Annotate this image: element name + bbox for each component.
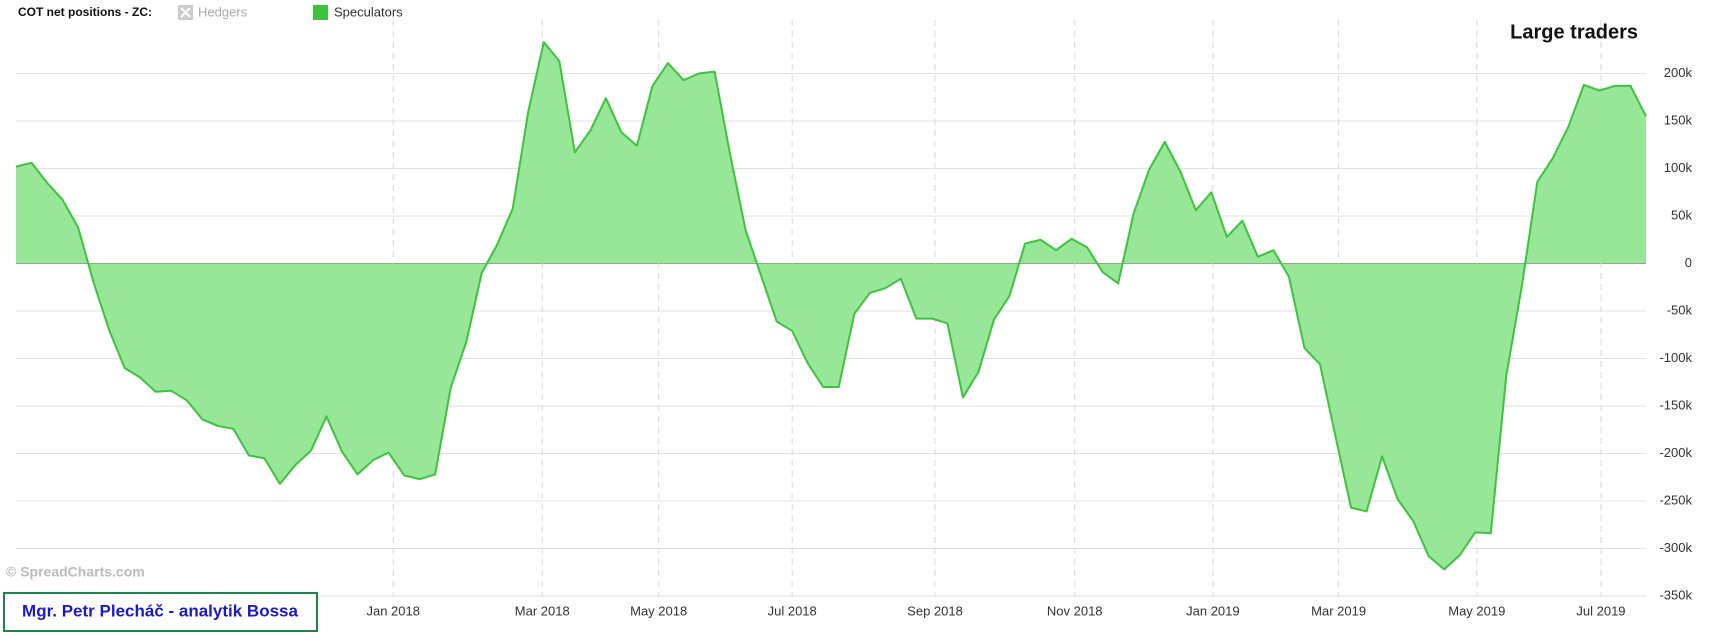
x-tick-label: Nov 2018 [1047,603,1103,618]
legend-label: Speculators [334,4,403,19]
y-tick-label: -200k [1659,445,1692,460]
data-layer [15,41,1647,571]
y-tick-label: -250k [1659,492,1692,507]
x-tick-label: Jul 2019 [1576,603,1625,618]
y-tick-label: 0 [1685,255,1692,270]
x-tick-label: Mar 2018 [515,603,570,618]
x-tick-label: Sep 2018 [907,603,963,618]
label-layer: -350k -300k -250k -200k -150k -100k -50k 0 50k 10… [366,65,1692,619]
y-tick-label: 100k [1664,160,1693,175]
legend-label: Hedgers [198,4,248,19]
y-tick-label: 50k [1671,207,1692,222]
x-tick-label: Jan 2018 [366,603,420,618]
y-tick-label: -100k [1659,350,1692,365]
x-tick-label: May 2018 [630,603,687,618]
y-tick-label: 200k [1664,65,1693,80]
area [16,42,1646,570]
watermark: © SpreadCharts.com [6,564,145,580]
x-tick-label: Mar 2019 [1311,603,1366,618]
legend-swatch [313,5,328,20]
y-tick-label: -350k [1659,587,1692,602]
author-box [3,592,318,632]
y-tick-label: 150k [1664,112,1693,127]
y-tick-label: -150k [1659,397,1692,412]
author: Mgr. Petr Plecháč - analytik Bossa [22,601,298,620]
line [15,41,1647,571]
annotation: Large traders [1510,21,1638,43]
chart-title: COT net positions - ZC: [18,5,152,19]
x-tick-label: May 2019 [1448,603,1505,618]
x-tick-label: Jul 2018 [768,603,817,618]
y-tick-label: -300k [1659,540,1692,555]
legend-disabled-icon [180,7,191,18]
y-tick-label: -50k [1667,302,1693,317]
legend-hedgers[interactable]: Hedgers [178,4,248,20]
legend-speculators[interactable]: Speculators [313,4,403,20]
x-tick-label: Jan 2019 [1186,603,1240,618]
